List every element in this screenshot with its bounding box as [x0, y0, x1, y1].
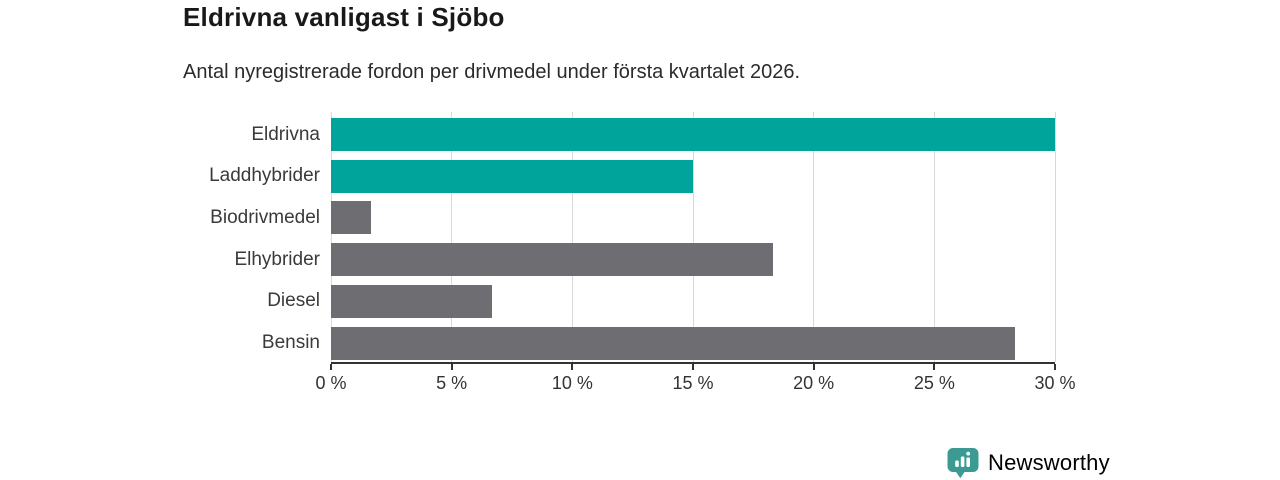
gridline	[330, 112, 332, 362]
x-axis-tick	[450, 364, 453, 370]
category-label: Biodrivmedel	[210, 206, 320, 228]
gridline	[451, 112, 453, 362]
x-axis-tick	[692, 364, 694, 370]
bar-elhybrider	[331, 243, 774, 277]
gridline	[1054, 112, 1056, 362]
x-axis-tick-label: 0 %	[315, 373, 347, 393]
category-label: Eldrivna	[251, 123, 320, 145]
x-axis-tick-label: 5 %	[436, 373, 468, 393]
bar-diesel	[331, 284, 492, 318]
x-axis-tick	[1054, 364, 1056, 370]
x-axis-tick-label: 20 %	[793, 373, 835, 393]
category-label: Laddhybrider	[209, 165, 320, 187]
gridline	[692, 112, 694, 362]
gridline	[571, 112, 573, 362]
x-axis-tick	[571, 364, 574, 370]
x-axis-tick	[330, 364, 332, 370]
gridline	[813, 112, 815, 362]
page-title: Eldrivna vanligast i Sjöbo	[183, 2, 505, 32]
bar-laddhybrider	[331, 159, 693, 193]
x-axis-tick-label: 25 %	[913, 373, 955, 393]
newsworthy-logo: Newsworthy	[946, 447, 1110, 479]
x-axis-tick-label: 15 %	[672, 373, 714, 393]
bar-eldrivna	[331, 118, 1055, 151]
x-axis-tick-label: 30 %	[1034, 373, 1076, 393]
category-label: Elhybrider	[234, 248, 320, 270]
x-axis-tick	[933, 364, 936, 370]
category-label: Bensin	[261, 332, 320, 353]
newsworthy-logo-text: Newsworthy	[988, 450, 1110, 475]
newsworthy-chart-pin-icon	[947, 448, 979, 479]
chart-subtitle: Antal nyregistrerade fordon per drivmede…	[183, 61, 801, 83]
bar-biodrivmedel	[331, 201, 372, 235]
bar-bensin	[331, 326, 1015, 360]
x-axis-tick	[812, 364, 815, 370]
category-label: Diesel	[267, 290, 320, 312]
gridline	[933, 112, 935, 362]
plot-area: 0 % 5 % 10 % 15 % 20 % 25 % 30 % Eldrivna Laddhy…	[209, 112, 1076, 393]
x-axis-tick-label: 10 %	[551, 373, 593, 393]
